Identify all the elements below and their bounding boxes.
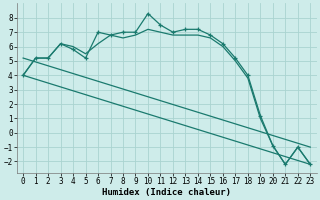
X-axis label: Humidex (Indice chaleur): Humidex (Indice chaleur)	[102, 188, 231, 197]
